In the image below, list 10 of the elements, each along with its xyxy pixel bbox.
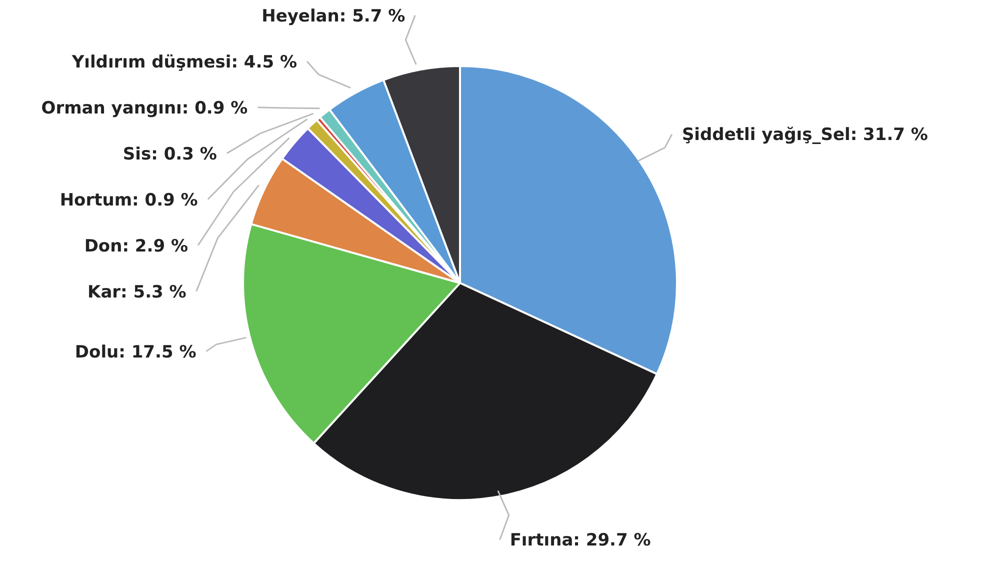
slice-label: Hortum: 0.9 % xyxy=(60,190,198,210)
slice-label: Dolu: 17.5 % xyxy=(74,342,196,362)
slice-label: Heyelan: 5.7 % xyxy=(262,6,406,26)
slice-label: Şiddetli yağış_Sel: 31.7 % xyxy=(682,125,928,146)
slice-label: Yıldırım düşmesi: 4.5 % xyxy=(70,52,297,72)
slice-label: Don: 2.9 % xyxy=(84,236,188,256)
slice-label: Orman yangını: 0.9 % xyxy=(41,98,248,118)
slice-label: Fırtına: 29.7 % xyxy=(510,530,651,551)
slice-label: Kar: 5.3 % xyxy=(88,282,186,302)
slice-label: Sis: 0.3 % xyxy=(122,144,217,164)
